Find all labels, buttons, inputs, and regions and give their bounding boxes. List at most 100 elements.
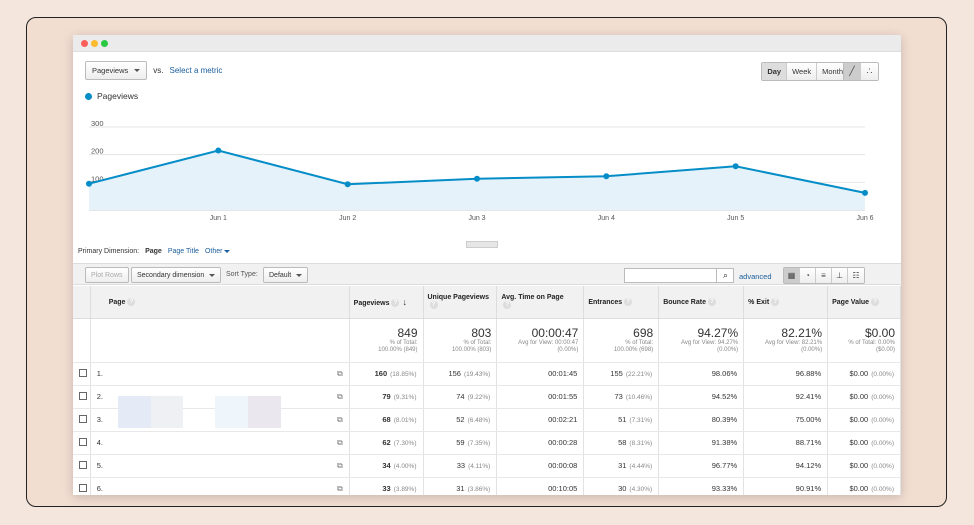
select-metric-link[interactable]: Select a metric [169, 66, 223, 75]
data-point [862, 189, 868, 196]
entrances-cell: 58 (8.31%) [583, 431, 660, 455]
search-icon[interactable]: ⌕ [716, 268, 734, 283]
totals-cell: 849% of Total: 100.00% (849) [349, 318, 424, 363]
data-table: Page? Pageviews? ↓ Unique Pageviews? Avg.… [73, 286, 901, 495]
help-icon[interactable]: ? [771, 297, 780, 306]
performance-icon[interactable]: ≡ [816, 268, 832, 283]
cell-percent: (0.00%) [871, 371, 894, 378]
cell-percent: (4.44%) [629, 463, 653, 470]
help-icon[interactable]: ? [871, 297, 880, 306]
y-tick-label: 300 [91, 119, 104, 128]
table-toolbar: Plot Rows Secondary dimension Sort Type:… [73, 263, 901, 285]
help-icon[interactable]: ? [429, 301, 438, 310]
chart-resize-handle[interactable] [466, 241, 498, 248]
pie-chart-icon[interactable]: ◔ [800, 268, 816, 283]
cell-value: 31 [618, 461, 627, 470]
month-button[interactable]: Month [817, 63, 848, 80]
dimension-page-title[interactable]: Page Title [167, 248, 199, 255]
close-window-dot[interactable] [81, 40, 88, 47]
table-row[interactable]: 1. ⧉ 160 (18.85%) 156 (19.43%) 00:01:45 155 (22.… [73, 362, 901, 386]
total-value: 00:00:47 [531, 326, 579, 341]
week-button[interactable]: Week [787, 63, 818, 80]
table-row[interactable]: 4. ⧉ 62 (7.30%) 59 (7.35%) 00:00:28 58 (8.31%) 91… [73, 431, 901, 455]
bounce-rate-cell: 94.52% [658, 385, 745, 409]
row-number: 2. [96, 391, 103, 401]
table-row[interactable]: 2. ⧉ 79 (9.31%) 74 (9.22%) 00:01:55 73 (10.46%) 9… [73, 385, 901, 409]
open-external-icon[interactable]: ⧉ [336, 460, 343, 470]
table-row[interactable]: 6. ⧉ 33 (3.89%) 31 (3.86%) 00:10:05 30 (4.30%) 93… [73, 477, 901, 495]
pageviews-cell: 68 (8.01%) [349, 408, 424, 432]
line-chart-icon[interactable]: ╱ [844, 63, 861, 80]
cell-value: 88.71% [795, 438, 822, 447]
table-search-input[interactable] [624, 268, 734, 283]
row-checkbox[interactable] [79, 391, 87, 400]
total-sub: (0.00%) [557, 347, 579, 353]
col-header-avg-time[interactable]: Avg. Time on Page? [496, 286, 585, 319]
cell-value: 30 [618, 484, 627, 493]
dimension-page[interactable]: Page [145, 248, 162, 255]
day-button[interactable]: Day [762, 63, 788, 80]
cell-value: 160 [374, 369, 388, 378]
help-icon[interactable]: ? [391, 298, 400, 307]
row-checkbox[interactable] [79, 483, 87, 492]
comparison-icon[interactable]: ⊥ [832, 268, 848, 283]
help-icon[interactable]: ? [624, 297, 633, 306]
pageviews-cell: 62 (7.30%) [349, 431, 424, 455]
plot-rows-button[interactable]: Plot Rows [85, 267, 129, 283]
open-external-icon[interactable]: ⧉ [336, 368, 343, 378]
cell-percent: (10.46%) [625, 394, 653, 401]
redacted-thumbnail [248, 396, 281, 428]
sort-type-select[interactable]: Default [263, 267, 309, 283]
row-checkbox[interactable] [79, 414, 87, 423]
cell-value: 62 [382, 438, 391, 447]
maximize-window-dot[interactable] [101, 40, 108, 47]
page-cell[interactable]: 1. ⧉ [90, 362, 350, 386]
pivot-icon[interactable]: ☷ [848, 268, 864, 283]
col-header-bounce-rate[interactable]: Bounce Rate? [658, 286, 745, 319]
metric-select[interactable]: Pageviews [85, 61, 148, 80]
cell-value: 68 [382, 415, 391, 424]
page-cell[interactable]: 5. ⧉ [90, 454, 350, 478]
cell-percent: (7.31%) [629, 417, 653, 424]
advanced-filter-link[interactable]: advanced [739, 272, 772, 281]
minimize-window-dot[interactable] [91, 40, 98, 47]
col-header-entrances[interactable]: Entrances? [583, 286, 660, 319]
col-header-unique-pageviews[interactable]: Unique Pageviews? [423, 286, 498, 319]
page-cell[interactable]: 4. ⧉ [90, 431, 350, 455]
row-number: 4. [96, 437, 103, 447]
table-row[interactable]: 5. ⧉ 34 (4.00%) 33 (4.11%) 00:00:08 31 (4.44%) 96… [73, 454, 901, 478]
col-header-page[interactable]: Page? [90, 286, 350, 319]
pageviews-cell: 33 (3.89%) [349, 477, 424, 495]
row-checkbox[interactable] [79, 368, 87, 377]
sort-descending-icon[interactable]: ↓ [402, 296, 407, 307]
cell-value: 51 [618, 415, 627, 424]
motion-chart-icon[interactable]: ∴ [861, 63, 878, 80]
help-icon[interactable]: ? [707, 297, 716, 306]
open-external-icon[interactable]: ⧉ [336, 391, 343, 401]
open-external-icon[interactable]: ⧉ [336, 414, 343, 424]
data-table-icon[interactable]: ▦ [784, 268, 800, 283]
col-header-page-value[interactable]: Page Value? [827, 286, 901, 319]
cell-value: $0.00 [849, 461, 869, 470]
cell-value: 94.12% [795, 461, 822, 470]
help-icon[interactable]: ? [127, 297, 136, 306]
total-sub: Avg for View: 82.21% [764, 340, 823, 347]
total-sub: Avg for View: 94.27% [681, 340, 739, 347]
unique-pageviews-cell: 52 (6.48%) [423, 408, 498, 432]
dimension-other[interactable]: Other [205, 248, 231, 255]
open-external-icon[interactable]: ⧉ [336, 437, 343, 447]
cell-value: 79 [382, 392, 391, 401]
help-icon[interactable]: ? [503, 301, 512, 310]
row-checkbox-cell [73, 362, 91, 386]
entrances-cell: 30 (4.30%) [583, 477, 660, 495]
page-cell[interactable]: 6. ⧉ [90, 477, 350, 495]
secondary-dimension-select[interactable]: Secondary dimension [131, 267, 222, 283]
col-header-pageviews[interactable]: Pageviews? ↓ [349, 286, 424, 319]
open-external-icon[interactable]: ⧉ [336, 483, 343, 493]
cell-value: 96.77% [711, 461, 738, 470]
row-checkbox[interactable] [79, 437, 87, 446]
table-row[interactable]: 3. ⧉ 68 (8.01%) 52 (6.48%) 00:02:21 51 (7.31%) 80… [73, 408, 901, 432]
col-header-exit[interactable]: % Exit? [743, 286, 829, 319]
totals-row: 849% of Total: 100.00% (849) 803% of Tota… [73, 318, 901, 363]
row-checkbox[interactable] [79, 460, 87, 469]
